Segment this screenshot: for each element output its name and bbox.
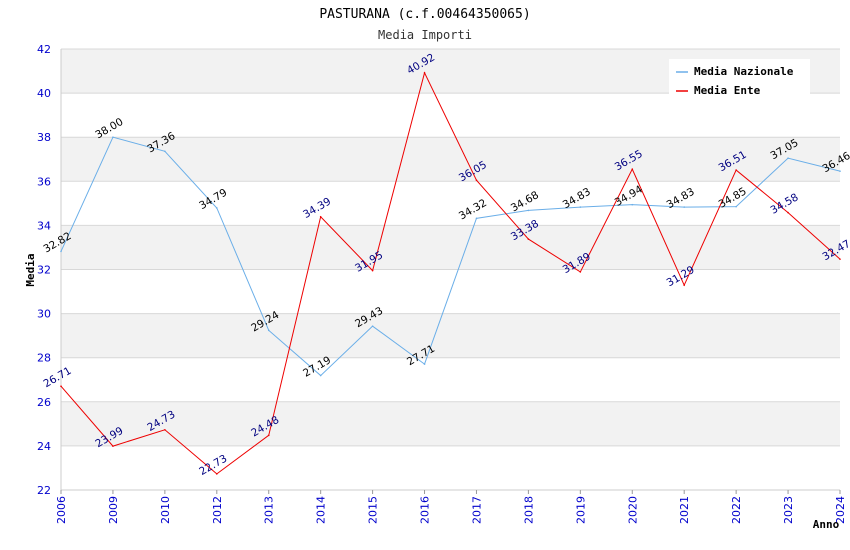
data-point [164,150,166,153]
data-point [527,209,530,212]
data-point [475,179,478,181]
band [61,93,840,138]
y-axis-label: Media [24,253,37,286]
data-point [787,157,789,159]
x-tick-label: 2020 [626,496,639,524]
x-tick-label: 2010 [159,496,172,524]
x-axis-ticks: 2006 2009 2010 2012 2013 2014 2015 2016 2017 2018… [55,490,847,524]
band [61,137,840,182]
band [61,445,840,490]
data-point [319,216,322,218]
x-tick-label: 2022 [730,496,743,524]
data-point [735,169,737,171]
x-tick-label: 2013 [263,496,276,524]
data-point [112,445,114,447]
data-point [267,434,270,437]
x-tick-label: 2023 [782,496,795,524]
data-point [371,269,374,272]
series-line-nazionale [60,136,841,377]
y-tick-label: 32 [37,264,51,277]
data-point [683,206,685,208]
data-point [423,72,426,74]
x-tick-label: 2009 [107,496,120,524]
y-tick-label: 38 [37,131,51,144]
x-tick-label: 2019 [574,496,587,524]
band [61,401,840,446]
data-point [216,207,218,209]
legend-label-nazionale: Media Nazionale [694,65,794,78]
y-tick-label: 28 [37,352,51,365]
data-point [839,170,841,172]
data-point [683,284,685,286]
data-point [735,205,737,208]
y-tick-label: 22 [37,484,51,497]
x-tick-label: 2012 [211,496,224,524]
x-axis-label: Anno [813,518,840,531]
x-tick-label: 2016 [419,496,432,524]
y-tick-label: 26 [37,396,51,409]
x-tick-label: 2014 [315,496,328,524]
data-point [60,250,62,253]
series-line-ente [60,71,841,475]
legend: Media Nazionale Media Ente [669,59,810,99]
data-point [631,168,634,170]
data-point [475,217,478,220]
data-point [631,203,634,206]
band [61,357,840,402]
x-tick-label: 2021 [678,496,691,524]
chart-title: PASTURANA (c.f.00464350065) [319,7,530,22]
x-tick-label: 2018 [522,496,535,524]
y-tick-label: 24 [37,440,51,453]
chart-subtitle: Media Importi [378,28,472,42]
data-point [319,374,322,377]
data-point [216,473,218,475]
band [61,181,840,226]
gridlines [60,48,840,491]
y-tick-label: 40 [37,87,51,100]
data-point [579,206,582,208]
band [61,313,840,358]
data-point [423,363,426,365]
data-point [112,136,114,138]
y-axis-ticks: 22 24 26 28 30 32 34 36 38 40 42 [37,43,51,497]
data-point [164,429,166,431]
data-point [787,211,789,214]
legend-box [669,59,810,99]
data-point [371,325,374,327]
x-tick-label: 2017 [470,496,483,524]
legend-label-ente: Media Ente [694,84,761,97]
x-tick-label: 2015 [367,496,380,524]
data-point [267,329,270,332]
series-lines [60,71,841,475]
y-tick-label: 30 [37,308,51,321]
data-point [579,271,582,273]
y-tick-label: 36 [37,175,51,188]
x-tick-label: 2006 [55,496,68,524]
x-tick-label: 2024 [834,496,847,524]
data-point [839,258,841,260]
data-point [527,238,530,240]
band [61,225,840,270]
data-point [60,385,62,387]
y-tick-label: 34 [37,219,51,232]
y-tick-label: 42 [37,43,51,56]
